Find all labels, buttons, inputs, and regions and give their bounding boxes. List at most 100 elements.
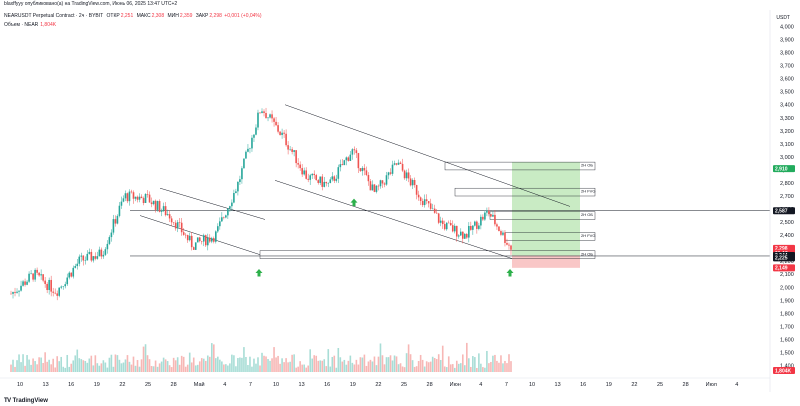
volume-bar	[496, 360, 498, 372]
volume-bar	[379, 343, 382, 372]
volume-bar	[148, 359, 151, 372]
price-tick-label: 3,800	[780, 51, 794, 57]
time-tick-label: 25	[657, 382, 663, 388]
candle-body	[16, 291, 18, 293]
candle-body	[285, 133, 287, 146]
volume-bar	[172, 357, 175, 372]
candle-body	[219, 221, 221, 227]
candle-body	[345, 157, 348, 161]
price-badge-label: 2,587	[775, 209, 788, 215]
buy-arrow-icon	[255, 269, 263, 277]
candle-body	[305, 170, 307, 179]
candle-body	[359, 168, 362, 172]
volume-bar	[492, 355, 494, 372]
time-tick-label: 22	[631, 382, 637, 388]
candle-body	[351, 149, 354, 155]
volume-bar	[275, 357, 277, 372]
volume-bar	[217, 356, 219, 372]
candle-body	[488, 210, 490, 215]
candle-body	[106, 243, 109, 250]
volume-bar	[188, 352, 191, 372]
volume-bar	[429, 361, 432, 372]
candle-body	[490, 214, 492, 217]
price-tick-label: 1,900	[780, 298, 794, 304]
time-tick-label: 28	[427, 382, 433, 388]
candle-body	[94, 256, 97, 259]
candle-body	[317, 180, 320, 183]
candle-body	[82, 255, 85, 261]
candle-body	[182, 232, 185, 235]
volume-bar	[208, 356, 211, 372]
price-tick-label: 3,900	[780, 38, 794, 44]
volume-bar	[387, 357, 390, 372]
volume-bar	[508, 354, 510, 372]
candle-body	[349, 154, 352, 161]
volume-bar	[459, 363, 462, 372]
candle-body	[148, 194, 151, 203]
volume-bar	[138, 366, 141, 372]
volume-bar	[468, 358, 470, 372]
volume-bar	[343, 359, 346, 372]
volume-bar	[271, 358, 273, 372]
volume-bar	[311, 358, 314, 372]
volume-bar	[273, 347, 275, 372]
volume-bar	[462, 354, 464, 372]
candle-body	[462, 231, 464, 239]
time-tick-label: 4	[479, 382, 482, 388]
volume-bar	[78, 358, 81, 372]
volume-bar	[472, 356, 474, 372]
candle-body	[160, 210, 163, 212]
candle-body	[194, 242, 197, 250]
candle-body	[46, 283, 48, 291]
open-value: 2,251	[120, 13, 134, 19]
volume-bar	[56, 356, 58, 372]
candle-body	[60, 286, 63, 288]
candle-body	[243, 158, 245, 169]
volume-bar	[484, 367, 486, 372]
volume-bar	[156, 366, 159, 372]
volume-bar	[331, 356, 334, 372]
volume-bar	[221, 361, 223, 372]
candle-body	[391, 164, 394, 174]
volume-bar	[451, 364, 454, 372]
candle-body	[275, 121, 277, 126]
candle-body	[496, 224, 498, 227]
volume-bar	[315, 355, 318, 372]
candle-body	[74, 266, 77, 268]
candle-body	[80, 255, 83, 257]
level-box	[489, 211, 596, 220]
candle-body	[72, 267, 75, 277]
candle-body	[249, 148, 251, 149]
volume-bar	[249, 356, 251, 372]
volume-bar	[215, 358, 217, 372]
volume-bar	[158, 363, 161, 372]
volume-bar	[478, 353, 480, 372]
time-tick-label: 10	[273, 382, 279, 388]
candle-body	[138, 196, 141, 200]
volume-bar	[490, 361, 492, 372]
volume-bar	[124, 359, 127, 372]
candle-body	[239, 179, 241, 182]
candle-body	[375, 185, 378, 192]
candle-body	[343, 160, 346, 166]
volume-bar	[82, 360, 85, 372]
volume-bar	[327, 349, 330, 372]
candle-body	[44, 280, 46, 284]
volume-bar	[502, 363, 504, 372]
candle-body	[361, 167, 364, 172]
candle-body	[395, 163, 398, 165]
volume-bar	[319, 360, 322, 372]
volume-bar	[198, 361, 201, 372]
candle-body	[100, 249, 103, 257]
candle-body	[468, 225, 470, 238]
time-tick-label: Май	[194, 381, 205, 388]
candle-body	[28, 273, 30, 282]
time-tick-label: 16	[580, 382, 586, 388]
volume-bar	[335, 367, 338, 372]
candle-body	[419, 197, 422, 202]
price-badge-label: 2,298	[775, 246, 788, 252]
candle-body	[504, 232, 506, 243]
candle-body	[56, 293, 58, 296]
volume-bar	[243, 347, 245, 372]
